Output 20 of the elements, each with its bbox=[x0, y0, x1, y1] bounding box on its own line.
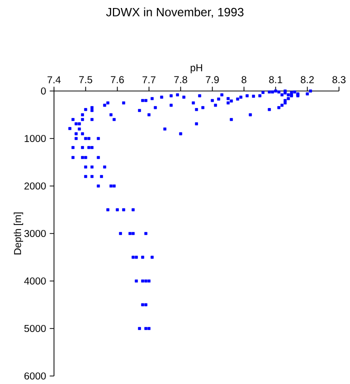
y-tick-label: 4000 bbox=[24, 277, 46, 285]
y-tick-label: 1000 bbox=[24, 134, 46, 142]
y-tick-label: 0 bbox=[41, 87, 46, 95]
y-tick-label: 2000 bbox=[24, 182, 46, 190]
x-axis-title: pH bbox=[190, 64, 202, 74]
y-tick-label: 6000 bbox=[24, 372, 46, 380]
x-tick-label: 8.2 bbox=[300, 76, 314, 84]
x-tick-label: 8.3 bbox=[332, 76, 346, 84]
chart-title: JDWX in November, 1993 bbox=[106, 8, 244, 18]
x-tick-label: 7.7 bbox=[142, 76, 156, 84]
x-tick-label: 8 bbox=[242, 76, 246, 84]
x-tick-label: 7.8 bbox=[174, 76, 188, 84]
y-axis-title: Depth [m] bbox=[14, 212, 24, 254]
y-tick-label: 3000 bbox=[24, 230, 46, 238]
x-tick-label: 8.1 bbox=[269, 76, 282, 84]
x-tick-label: 7.6 bbox=[110, 76, 124, 84]
x-tick-label: 7.4 bbox=[48, 76, 61, 84]
y-tick-label: 5000 bbox=[24, 324, 46, 332]
x-tick-label: 7.5 bbox=[79, 76, 92, 84]
x-tick-label: 7.9 bbox=[206, 76, 219, 84]
